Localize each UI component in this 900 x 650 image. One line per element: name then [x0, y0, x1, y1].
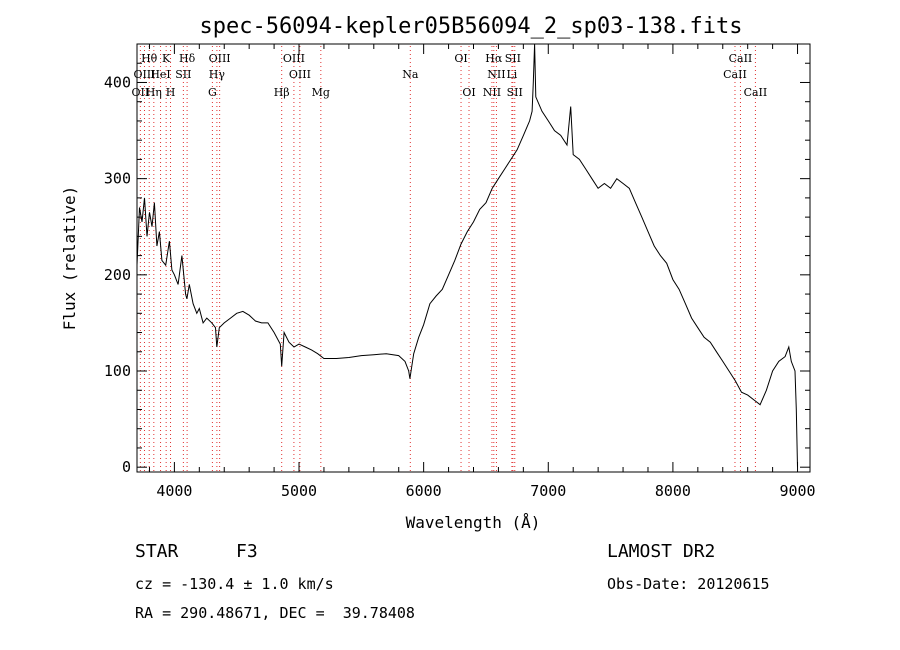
y-tick-label: 300	[104, 170, 131, 188]
spectral-line-label: SII	[175, 68, 191, 81]
survey-name: LAMOST DR2	[607, 541, 716, 562]
y-axis-ticks: 0 100 200 300 400	[104, 62, 810, 476]
spectral-line-label: SII	[505, 52, 521, 65]
y-tick-label: 100	[104, 362, 131, 380]
spectral-line-label: Na	[402, 68, 419, 81]
spectral-line-label: CaII	[729, 52, 753, 65]
x-tick-label: 6000	[406, 482, 442, 500]
spectral-line-label: OII	[132, 86, 150, 99]
spectral-line-label: HeI	[150, 68, 170, 81]
x-tick-label: 9000	[779, 482, 815, 500]
spectral-line-label: OI	[454, 52, 467, 65]
y-tick-label: 200	[104, 266, 131, 284]
spectral-line-label: CaII	[723, 68, 747, 81]
spectral-line-label: Hη	[146, 86, 162, 99]
spectral-line-label: NII	[483, 86, 501, 99]
spectral-line-label: Mg	[312, 86, 330, 99]
spectral-line-label: OIII	[283, 52, 305, 65]
x-tick-label: 8000	[655, 482, 691, 500]
spectral-line-label: SII	[507, 86, 523, 99]
y-tick-label: 0	[122, 458, 131, 476]
plot-frame	[136, 43, 811, 473]
chart-title: spec-56094-kepler05B56094_2_sp03-138.fit…	[199, 14, 742, 39]
spectral-line-label: Hγ	[209, 68, 226, 81]
x-axis-ticks: 4000 5000 6000 7000 8000 9000	[148, 44, 816, 500]
spectral-line-label: OI	[462, 86, 475, 99]
spectral-line-label: CaII	[744, 86, 768, 99]
spectral-line-label: Hδ	[179, 52, 196, 65]
x-tick-label: 7000	[530, 482, 566, 500]
spectral-line-label: G	[208, 86, 217, 99]
spectral-line-label: NII	[487, 68, 505, 81]
x-tick-label: 5000	[281, 482, 317, 500]
spectral-line-label: K	[162, 52, 171, 65]
y-tick-label: 400	[104, 73, 131, 91]
spectral-line-label: Hα	[485, 52, 503, 65]
x-axis-label: Wavelength (Å)	[406, 513, 541, 532]
obs-date-text: Obs-Date: 20120615	[607, 575, 770, 593]
spectral-line-label: H	[166, 86, 176, 99]
spectral-line-label: OIII	[133, 68, 155, 81]
redshift-text: cz = -130.4 ± 1.0 km/s	[135, 575, 334, 593]
spectral-line-label: OIII	[289, 68, 311, 81]
x-tick-label: 4000	[156, 482, 192, 500]
spectral-line-label: OIII	[209, 52, 231, 65]
spectral-line-label: Hβ	[274, 86, 290, 99]
coordinates-text: RA = 290.48671, DEC = 39.78408	[135, 604, 415, 622]
object-type: STAR	[135, 541, 179, 562]
y-axis-label: Flux (relative)	[60, 186, 79, 331]
spectral-line-label: Li	[506, 68, 517, 81]
object-subclass: F3	[236, 541, 258, 562]
spectral-line-label: Hθ	[141, 52, 158, 65]
spectrum-series-line	[136, 43, 798, 468]
